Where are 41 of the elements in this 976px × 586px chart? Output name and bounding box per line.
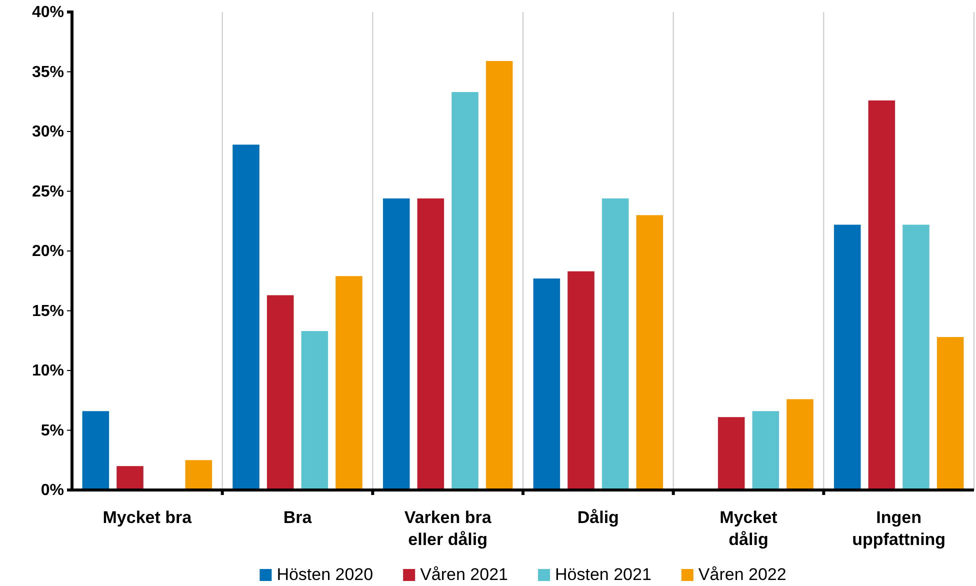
bar bbox=[417, 198, 444, 490]
legend-label: Våren 2021 bbox=[420, 565, 508, 584]
y-tick-label: 30% bbox=[32, 124, 64, 141]
y-tick-label: 40% bbox=[32, 4, 64, 22]
bar bbox=[82, 411, 110, 490]
x-tick-label: Ingen uppfattning bbox=[852, 508, 946, 549]
bar bbox=[486, 60, 513, 490]
bar bbox=[232, 144, 260, 490]
bar bbox=[452, 92, 478, 490]
bar bbox=[868, 100, 896, 490]
bar bbox=[636, 215, 664, 490]
bar bbox=[936, 337, 964, 490]
bar bbox=[301, 331, 328, 490]
y-tick-label: 15% bbox=[32, 302, 64, 320]
legend-label: Hösten 2020 bbox=[276, 565, 374, 584]
legend-label: Hösten 2021 bbox=[555, 565, 652, 584]
x-tick-label: Dålig bbox=[577, 508, 619, 527]
x-tick-label: Bra bbox=[283, 508, 312, 527]
bar bbox=[718, 417, 745, 490]
bar bbox=[902, 224, 930, 490]
bar bbox=[602, 198, 629, 490]
bar bbox=[568, 271, 594, 490]
x-tick-label: Mycket dålig bbox=[720, 508, 778, 549]
bar bbox=[266, 295, 294, 490]
y-tick-label: 5% bbox=[40, 422, 64, 440]
y-tick-label: 35% bbox=[32, 64, 64, 81]
y-tick-label: 25% bbox=[32, 183, 64, 200]
legend-label: Våren 2022 bbox=[698, 565, 786, 584]
bar bbox=[786, 399, 814, 490]
y-tick-label: 10% bbox=[32, 362, 64, 380]
x-tick-label: Mycket bra bbox=[102, 508, 192, 527]
y-tick-label: 20% bbox=[32, 243, 64, 260]
bar bbox=[116, 466, 144, 490]
bar bbox=[336, 276, 362, 490]
bar bbox=[533, 278, 560, 490]
x-tick-label: Varken bra eller dålig bbox=[404, 508, 492, 549]
y-tick-label: 0% bbox=[40, 482, 64, 500]
bar bbox=[834, 224, 861, 490]
bar bbox=[752, 411, 780, 490]
bar bbox=[382, 198, 410, 490]
bar bbox=[185, 460, 212, 490]
